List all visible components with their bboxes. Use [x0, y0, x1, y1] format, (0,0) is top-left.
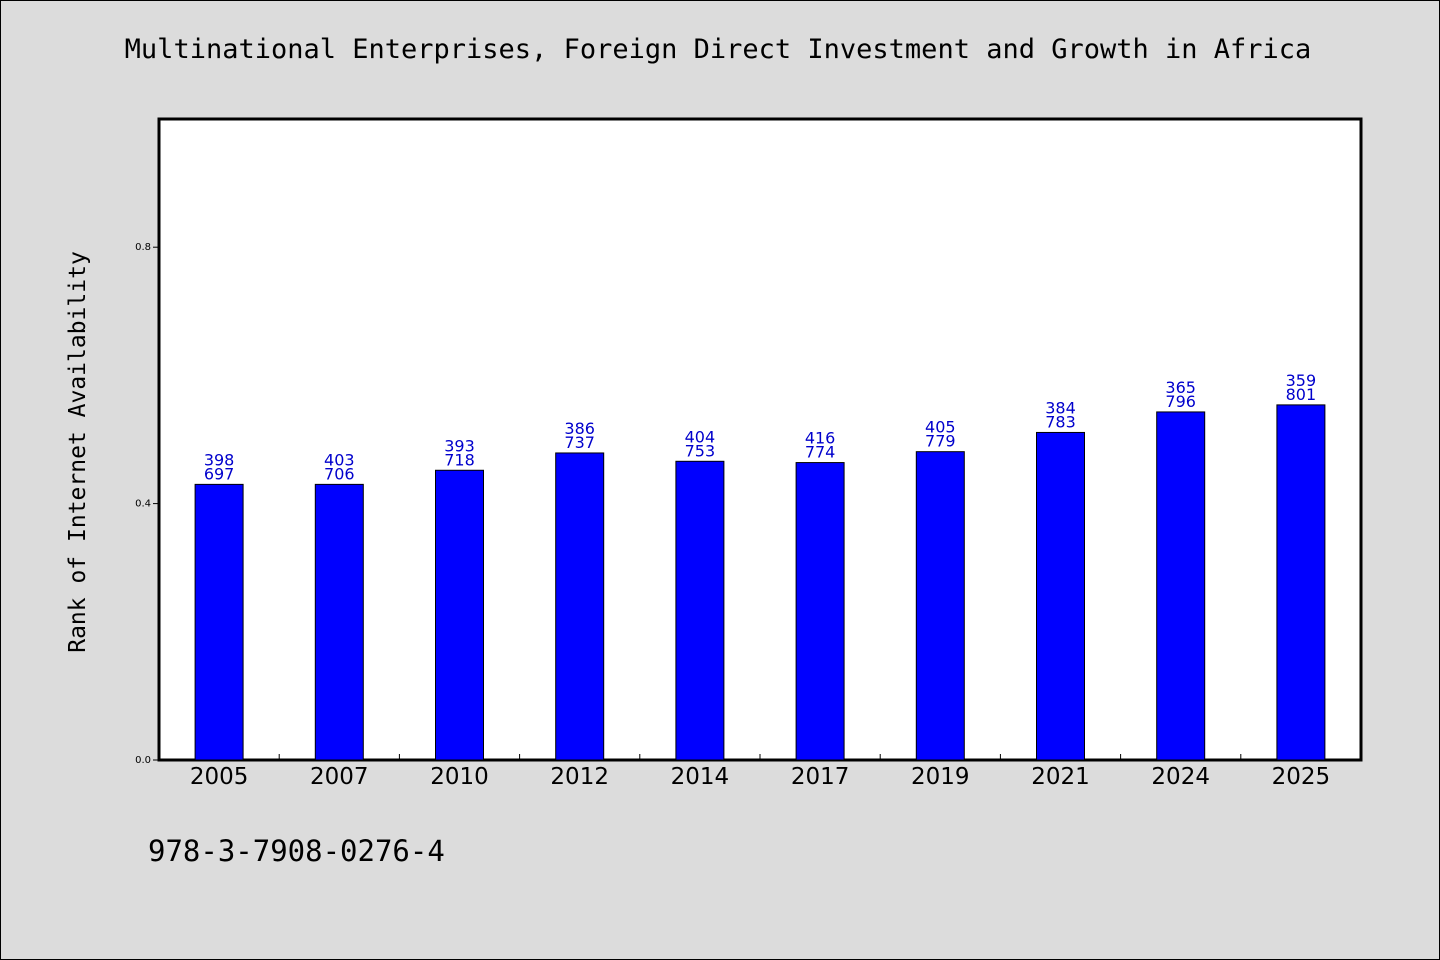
bar-label-bottom: 737 [564, 433, 595, 452]
y-axis-label: Rank of Internet Availability [65, 251, 91, 653]
bar [675, 460, 725, 761]
bar-label-top: 398 [204, 450, 235, 469]
bar [194, 483, 244, 761]
y-tick-label: 0.0 [135, 755, 151, 766]
bar-label-top: 365 [1165, 378, 1196, 397]
bar-label-top: 403 [324, 450, 355, 469]
bar [1036, 431, 1085, 761]
x-tick-label: 2017 [791, 764, 850, 790]
y-tick-label: 0.4 [135, 499, 151, 510]
bar [555, 452, 605, 761]
bar [915, 451, 965, 761]
bar-label-bottom: 706 [324, 464, 355, 483]
bar [1276, 404, 1326, 761]
bar-label-top: 359 [1286, 371, 1317, 390]
bar [1156, 411, 1206, 761]
bar-label-top: 386 [564, 419, 595, 438]
x-tick-label: 2025 [1272, 764, 1331, 790]
x-tick-label: 2010 [430, 764, 489, 790]
y-axis: 0.0 0.4 0.8 [135, 242, 159, 766]
bar [314, 483, 364, 761]
x-axis: 2005 2007 2010 2012 2014 2017 2019 2021 2024 2025 [190, 754, 1330, 790]
x-tick-label: 2005 [190, 764, 249, 790]
bars [194, 404, 1326, 761]
bar-label-bottom: 796 [1165, 392, 1196, 411]
bar [435, 469, 484, 761]
x-tick-label: 2007 [310, 764, 369, 790]
x-tick-label: 2024 [1151, 764, 1210, 790]
bar-label-bottom: 718 [444, 450, 475, 469]
bar-label-top: 405 [925, 418, 956, 437]
bar-label-bottom: 753 [685, 441, 716, 460]
bar-label-bottom: 697 [204, 464, 235, 483]
x-tick-label: 2021 [1031, 764, 1090, 790]
bar [795, 462, 845, 761]
y-tick-label: 0.8 [135, 242, 151, 253]
bar-label-top: 416 [805, 429, 836, 448]
isbn-text: 978-3-7908-0276-4 [148, 834, 445, 868]
x-tick-label: 2014 [671, 764, 730, 790]
chart-title: Multinational Enterprises, Foreign Direc… [124, 34, 1312, 65]
x-tick-label: 2012 [550, 764, 609, 790]
bar-label-top: 393 [444, 436, 475, 455]
bar-label-bottom: 783 [1045, 412, 1076, 431]
bar-label-bottom: 779 [925, 432, 956, 451]
x-tick-label: 2019 [911, 764, 970, 790]
bar-label-top: 384 [1045, 398, 1076, 417]
bar-label-top: 404 [685, 427, 716, 446]
bar-label-bottom: 774 [805, 443, 836, 462]
bar-label-bottom: 801 [1286, 385, 1317, 404]
